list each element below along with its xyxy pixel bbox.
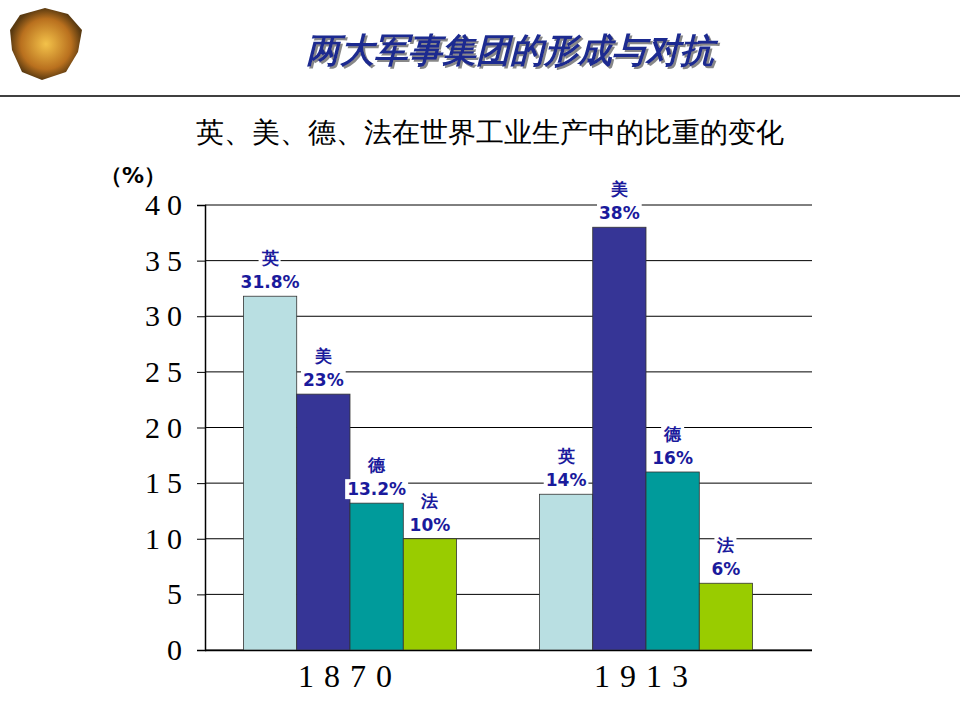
tick: 10	[145, 522, 205, 555]
data-label: 6%	[711, 559, 740, 579]
data-label: 法	[420, 491, 438, 511]
label-background	[661, 424, 684, 444]
x-axis: 1870 1913	[205, 650, 812, 694]
bar	[297, 394, 350, 650]
label-background	[312, 346, 334, 366]
label-background	[709, 559, 742, 579]
label-background	[418, 491, 440, 511]
data-label: 31.8%	[241, 272, 300, 292]
data-label: 英	[557, 446, 575, 466]
tick-mark	[197, 539, 205, 540]
tick-label: 1913	[594, 658, 698, 694]
tick: 35	[145, 244, 205, 277]
chart: 两大军事集团的形成与对抗英、美、德、法在世界工业生产中的比重的变化 （%） 0 5 10…	[0, 0, 960, 720]
label-background	[259, 248, 281, 268]
bar	[593, 227, 646, 650]
tick-label: 10	[145, 522, 189, 555]
bar	[403, 539, 456, 650]
grid	[205, 205, 812, 650]
tick: 5	[167, 577, 205, 610]
grid-line	[205, 205, 812, 206]
tick-mark	[197, 261, 205, 262]
tick-label: 25	[145, 355, 189, 388]
grid-line	[205, 260, 812, 261]
tick-label: 15	[145, 466, 189, 499]
tick-label: 40	[145, 188, 189, 221]
tick: 15	[145, 466, 205, 499]
data-label: 美	[314, 346, 332, 366]
data-label: 14%	[546, 470, 587, 490]
tick-label: 5	[167, 577, 189, 610]
tick-label: 0	[167, 633, 189, 666]
bar	[350, 503, 403, 650]
bar	[539, 494, 592, 650]
subtitle: 英、美、德、法在世界工业生产中的比重的变化	[196, 116, 784, 149]
tick-mark	[197, 316, 205, 317]
data-labels: 英 31.8% 英 14% 美 23% 美 38% 德 13.2% 德 16% 法 10% 法 6%	[239, 179, 743, 579]
tick-mark	[197, 594, 205, 595]
tick: 30	[145, 299, 205, 332]
label-background	[555, 446, 577, 466]
label-background	[608, 179, 630, 199]
title: 两大军事集团的形成与对抗	[306, 30, 719, 70]
tick-label: 1870	[298, 658, 402, 694]
label-background	[239, 272, 302, 292]
tick-mark	[197, 650, 205, 651]
data-label: 16%	[652, 448, 693, 468]
y-axis: 0 5 10 15 20 25 30 35 40	[145, 188, 206, 666]
tick-label: 20	[145, 411, 189, 444]
data-label: 英	[261, 248, 279, 268]
header-rule	[0, 95, 960, 97]
label-background	[597, 203, 642, 223]
tick-label: 35	[145, 244, 189, 277]
data-label: 美	[610, 179, 628, 199]
tick-label: 30	[145, 299, 189, 332]
label-background	[650, 448, 695, 468]
tick-mark	[197, 372, 205, 373]
tick: 1913	[594, 650, 698, 694]
bars	[243, 227, 752, 650]
data-label: 法	[716, 535, 734, 555]
bar	[646, 472, 699, 650]
label-background	[544, 470, 589, 490]
data-label: 10%	[410, 515, 451, 535]
data-label: 23%	[303, 370, 344, 390]
decoration	[10, 8, 82, 80]
data-label: 德	[367, 455, 386, 475]
label-background	[365, 455, 388, 475]
label-background	[301, 370, 346, 390]
tick-mark	[197, 205, 205, 206]
tick: 40	[145, 188, 205, 221]
data-label: 38%	[599, 203, 640, 223]
tick: 20	[145, 411, 205, 444]
tick: 0	[167, 633, 205, 666]
data-label: 13.2%	[347, 479, 406, 499]
tick: 1870	[298, 650, 402, 694]
label-background	[408, 515, 453, 535]
axis-line	[197, 206, 206, 651]
tick: 25	[145, 355, 205, 388]
label-background	[714, 535, 736, 555]
axis-title: （%）	[100, 163, 166, 188]
tick-mark	[197, 483, 205, 484]
bar	[699, 583, 752, 650]
tick-mark	[197, 428, 205, 429]
data-label: 德	[663, 424, 682, 444]
label-background	[345, 479, 408, 499]
bar	[243, 296, 296, 650]
